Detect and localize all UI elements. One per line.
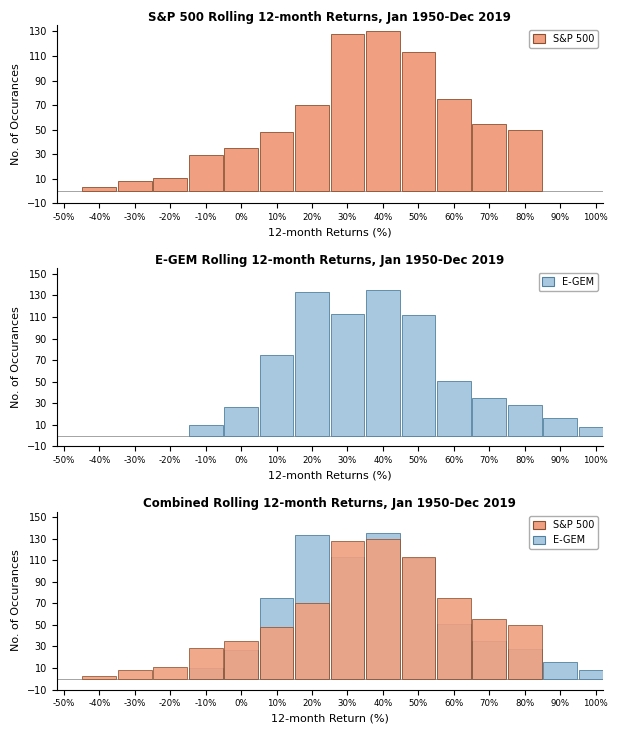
Bar: [224, 406, 258, 436]
Y-axis label: No. of Occurances: No. of Occurances: [11, 63, 21, 165]
Bar: [260, 598, 293, 679]
Bar: [330, 34, 365, 191]
Bar: [295, 105, 329, 191]
Legend: S&P 500: S&P 500: [529, 30, 598, 48]
Bar: [295, 293, 329, 436]
Bar: [153, 178, 187, 191]
Bar: [366, 533, 400, 679]
X-axis label: 12-month Returns (%): 12-month Returns (%): [268, 470, 392, 481]
Y-axis label: No. of Occurances: No. of Occurances: [11, 306, 21, 409]
Bar: [330, 314, 365, 436]
Legend: E-GEM: E-GEM: [539, 273, 598, 291]
Bar: [189, 155, 223, 191]
Bar: [260, 627, 293, 679]
Bar: [543, 662, 577, 679]
Bar: [260, 132, 293, 191]
X-axis label: 12-month Returns (%): 12-month Returns (%): [268, 228, 392, 237]
Bar: [189, 668, 223, 679]
Title: S&P 500 Rolling 12-month Returns, Jan 1950-Dec 2019: S&P 500 Rolling 12-month Returns, Jan 19…: [148, 11, 512, 24]
Bar: [82, 675, 116, 679]
Bar: [437, 99, 471, 191]
X-axis label: 12-month Return (%): 12-month Return (%): [271, 714, 389, 724]
Bar: [508, 406, 542, 436]
Bar: [508, 648, 542, 679]
Bar: [402, 558, 435, 679]
Bar: [366, 290, 400, 436]
Bar: [153, 667, 187, 679]
Legend: S&P 500, E-GEM: S&P 500, E-GEM: [529, 517, 598, 549]
Bar: [224, 650, 258, 679]
Bar: [330, 557, 365, 679]
Bar: [366, 32, 400, 191]
Bar: [295, 535, 329, 679]
Title: Combined Rolling 12-month Returns, Jan 1950-Dec 2019: Combined Rolling 12-month Returns, Jan 1…: [143, 498, 516, 510]
Bar: [437, 381, 471, 436]
Bar: [189, 648, 223, 679]
Bar: [224, 641, 258, 679]
Bar: [472, 398, 506, 436]
Bar: [508, 625, 542, 679]
Bar: [579, 670, 613, 679]
Bar: [118, 670, 152, 679]
Title: E-GEM Rolling 12-month Returns, Jan 1950-Dec 2019: E-GEM Rolling 12-month Returns, Jan 1950…: [155, 254, 505, 268]
Bar: [472, 641, 506, 679]
Bar: [82, 187, 116, 191]
Bar: [330, 541, 365, 679]
Bar: [579, 427, 613, 436]
Bar: [366, 539, 400, 679]
Bar: [543, 418, 577, 436]
Bar: [437, 624, 471, 679]
Bar: [508, 129, 542, 191]
Bar: [402, 52, 435, 191]
Bar: [118, 182, 152, 191]
Bar: [402, 315, 435, 436]
Y-axis label: No. of Occurances: No. of Occurances: [11, 550, 21, 651]
Bar: [402, 557, 435, 679]
Bar: [295, 603, 329, 679]
Bar: [472, 123, 506, 191]
Bar: [189, 425, 223, 436]
Bar: [437, 598, 471, 679]
Bar: [260, 355, 293, 436]
Bar: [224, 148, 258, 191]
Bar: [472, 620, 506, 679]
